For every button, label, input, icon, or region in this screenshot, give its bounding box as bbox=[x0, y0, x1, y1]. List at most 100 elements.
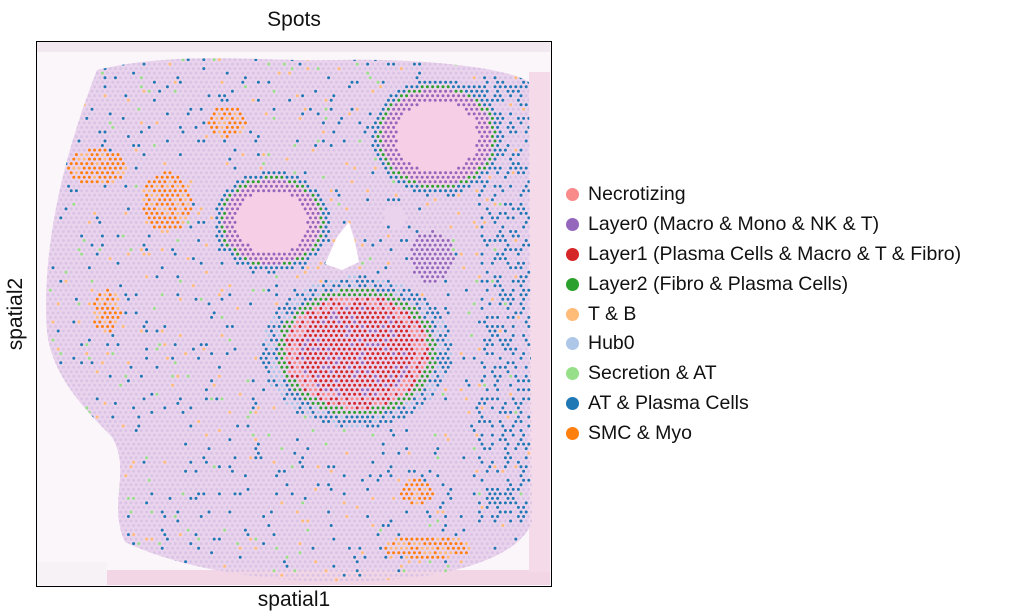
spot-point bbox=[108, 202, 112, 206]
spot-point bbox=[402, 171, 406, 175]
spot-point bbox=[308, 144, 312, 147]
spot-point bbox=[129, 67, 133, 71]
spot-point bbox=[418, 198, 422, 202]
spot-point bbox=[233, 175, 237, 179]
spot-point bbox=[436, 220, 440, 224]
spot-point bbox=[249, 67, 253, 71]
spot-point bbox=[314, 62, 318, 66]
spot-point bbox=[394, 248, 398, 252]
spot-point bbox=[191, 184, 195, 188]
spot-point bbox=[353, 202, 357, 206]
spot-point bbox=[397, 71, 401, 75]
spot-point bbox=[225, 180, 229, 184]
spot-point bbox=[454, 270, 458, 274]
spot-point bbox=[337, 275, 341, 279]
spot-point bbox=[54, 270, 58, 274]
spot-point bbox=[501, 261, 505, 265]
spot-point bbox=[462, 85, 466, 89]
spot-point bbox=[87, 239, 91, 242]
spot-point bbox=[394, 148, 398, 152]
spot-point bbox=[314, 198, 318, 202]
spot-point bbox=[327, 121, 331, 125]
spot-point bbox=[121, 216, 125, 220]
spot-point bbox=[428, 234, 432, 238]
spot-point bbox=[386, 198, 390, 202]
spot-point bbox=[334, 189, 338, 193]
spot-point bbox=[152, 135, 156, 138]
spot-point bbox=[438, 171, 442, 175]
spot-point bbox=[501, 180, 505, 184]
spot-point bbox=[199, 153, 203, 157]
spot-point bbox=[503, 166, 507, 170]
spot-point bbox=[139, 284, 143, 288]
spot-point bbox=[178, 153, 182, 157]
spot-point bbox=[358, 139, 362, 143]
spot-point bbox=[295, 85, 299, 89]
spot-point bbox=[306, 284, 310, 288]
spot-point bbox=[316, 202, 320, 206]
spot-point bbox=[152, 216, 156, 220]
spot-point bbox=[163, 225, 167, 229]
spot-point bbox=[147, 98, 151, 102]
spot-point bbox=[191, 220, 195, 224]
spot-point bbox=[126, 279, 130, 283]
spot-point bbox=[64, 207, 68, 211]
spot-point bbox=[490, 207, 494, 211]
spot-point bbox=[189, 107, 193, 111]
spot-point bbox=[316, 257, 320, 261]
spot-point bbox=[256, 89, 260, 93]
spot-point bbox=[249, 284, 253, 288]
spot-point bbox=[61, 220, 65, 224]
spot-point bbox=[238, 67, 242, 71]
spot-point bbox=[155, 239, 159, 242]
spot-point bbox=[402, 207, 406, 211]
spot-point bbox=[251, 144, 255, 147]
spot-point bbox=[358, 85, 362, 89]
spot-point bbox=[181, 166, 185, 170]
spot-point bbox=[74, 153, 78, 157]
spot-point bbox=[238, 248, 242, 252]
spot-point bbox=[519, 103, 523, 107]
spot-point bbox=[514, 239, 518, 242]
spot-point bbox=[93, 275, 97, 279]
spot-point bbox=[194, 153, 198, 157]
spot-point bbox=[262, 252, 266, 256]
spot-point bbox=[241, 116, 245, 120]
spot-point bbox=[467, 157, 471, 161]
spot-point bbox=[350, 125, 354, 129]
spot-point bbox=[241, 62, 245, 66]
spot-point bbox=[191, 76, 195, 80]
spot-point bbox=[379, 121, 383, 125]
spot-point bbox=[160, 85, 164, 89]
spot-point bbox=[399, 284, 403, 288]
spot-point bbox=[475, 71, 479, 75]
spot-point bbox=[368, 175, 372, 179]
spot-point bbox=[173, 116, 177, 120]
spot-point bbox=[139, 239, 143, 242]
spot-point bbox=[124, 130, 128, 134]
spot-point bbox=[98, 166, 102, 170]
spot-point bbox=[501, 125, 505, 129]
spot-point bbox=[493, 112, 497, 116]
spot-point bbox=[243, 121, 247, 125]
spot-point bbox=[332, 184, 336, 188]
spot-point bbox=[155, 248, 159, 252]
plot-area bbox=[36, 41, 552, 587]
spot-point bbox=[202, 148, 206, 152]
spot-point bbox=[470, 171, 474, 175]
spot-point bbox=[256, 153, 260, 157]
spot-point bbox=[498, 121, 502, 125]
spot-point bbox=[459, 171, 463, 175]
spot-point bbox=[147, 261, 151, 265]
spot-point bbox=[215, 189, 219, 193]
spot-point bbox=[306, 103, 310, 107]
spot-point bbox=[303, 89, 307, 93]
spot-point bbox=[464, 98, 468, 102]
spot-point bbox=[298, 270, 302, 274]
spot-point bbox=[142, 225, 146, 229]
spot-point bbox=[306, 230, 310, 233]
spot-point bbox=[293, 116, 297, 120]
spot-point bbox=[142, 189, 146, 193]
spot-point bbox=[103, 193, 107, 197]
spot-point bbox=[160, 220, 164, 224]
